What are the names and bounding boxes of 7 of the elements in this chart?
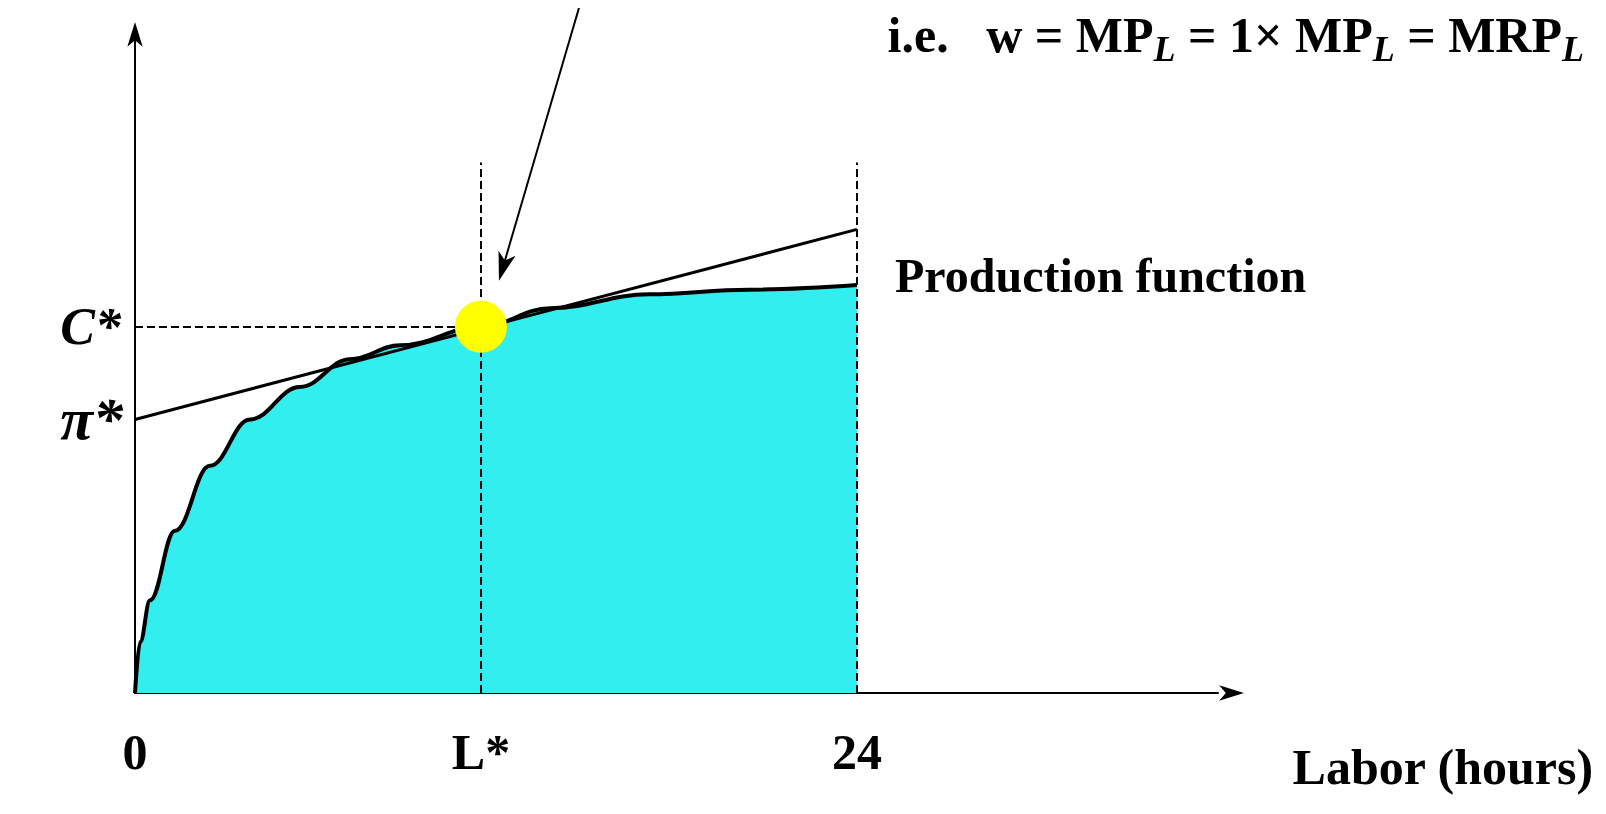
x-tick-label: L* bbox=[451, 724, 511, 780]
x-axis-title: Labor (hours) bbox=[1292, 739, 1594, 795]
x-tick-label: 0 bbox=[122, 724, 148, 780]
annotation: π* bbox=[60, 386, 124, 453]
x-tick-label: 24 bbox=[832, 724, 882, 780]
ref-line-label: C* bbox=[60, 298, 122, 356]
series-label: Production function bbox=[895, 248, 1307, 302]
